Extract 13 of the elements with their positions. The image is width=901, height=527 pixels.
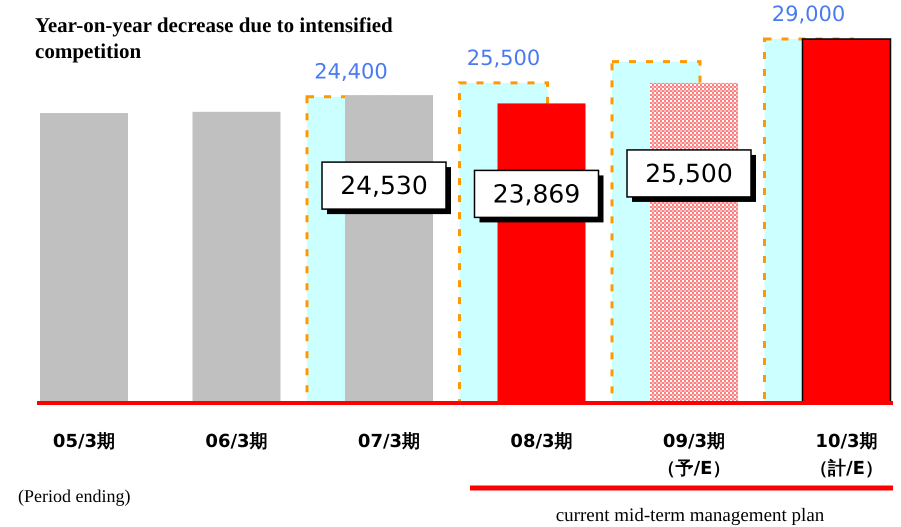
text: (Period ending): [18, 486, 130, 506]
x-tick-label: 10/3期（計/E）: [809, 430, 884, 481]
x-tick-label: 08/3期: [509, 430, 574, 454]
data-label: 24,530: [340, 171, 428, 200]
x-tick-label: 07/3期: [356, 430, 422, 454]
data-label: 29,000: [772, 2, 846, 26]
x-tick-label: 05/3期: [52, 430, 116, 454]
data-label: 25,500: [466, 46, 540, 70]
x-tick-label: 06/3期: [204, 430, 269, 454]
text: current mid-term management plan: [556, 505, 825, 526]
data-label: 23,869: [492, 179, 580, 208]
x-tick-label: 09/3期（予/E）: [656, 430, 732, 481]
data-label: 25,500: [645, 158, 733, 188]
